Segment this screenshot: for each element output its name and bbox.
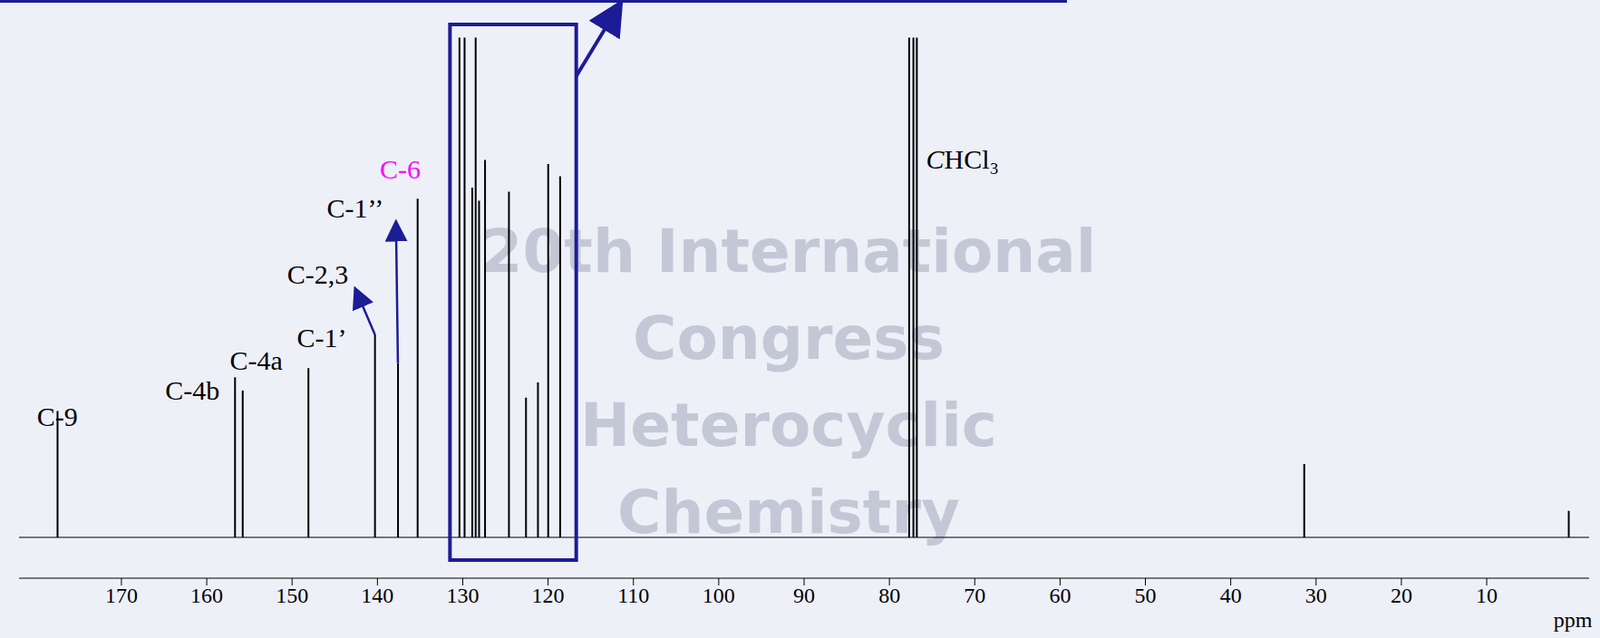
svg-text:C-1’’: C-1’’	[327, 193, 385, 224]
svg-text:C-4a: C-4a	[229, 345, 282, 376]
svg-text:160: 160	[190, 583, 224, 608]
svg-text:CHCl₃: CHCl₃	[925, 144, 999, 175]
svg-text:150: 150	[275, 583, 309, 608]
svg-text:20th International: 20th International	[481, 216, 1097, 287]
svg-text:170: 170	[105, 583, 138, 608]
svg-text:Congress: Congress	[632, 303, 945, 374]
svg-text:40: 40	[1220, 583, 1242, 608]
svg-text:60: 60	[1048, 583, 1071, 608]
svg-text:50: 50	[1134, 583, 1157, 608]
svg-text:140: 140	[360, 583, 394, 608]
svg-text:Chemistry: Chemistry	[617, 477, 960, 548]
svg-text:70: 70	[963, 583, 986, 608]
svg-text:Heterocyclic: Heterocyclic	[580, 390, 998, 461]
svg-text:130: 130	[446, 583, 479, 608]
svg-text:ppm: ppm	[1553, 608, 1593, 632]
svg-text:100: 100	[702, 583, 736, 608]
svg-text:C-9: C-9	[37, 401, 78, 432]
svg-text:80: 80	[878, 583, 901, 608]
svg-text:C-6: C-6	[379, 154, 421, 185]
svg-text:C-4b: C-4b	[164, 375, 220, 406]
svg-text:120: 120	[532, 583, 565, 608]
svg-text:20: 20	[1390, 583, 1413, 608]
svg-text:110: 110	[617, 583, 650, 608]
svg-text:C-2,3: C-2,3	[287, 259, 350, 290]
svg-text:C-1’: C-1’	[297, 322, 348, 353]
svg-text:30: 30	[1305, 583, 1328, 608]
svg-text:90: 90	[793, 583, 815, 608]
svg-text:10: 10	[1475, 583, 1498, 608]
